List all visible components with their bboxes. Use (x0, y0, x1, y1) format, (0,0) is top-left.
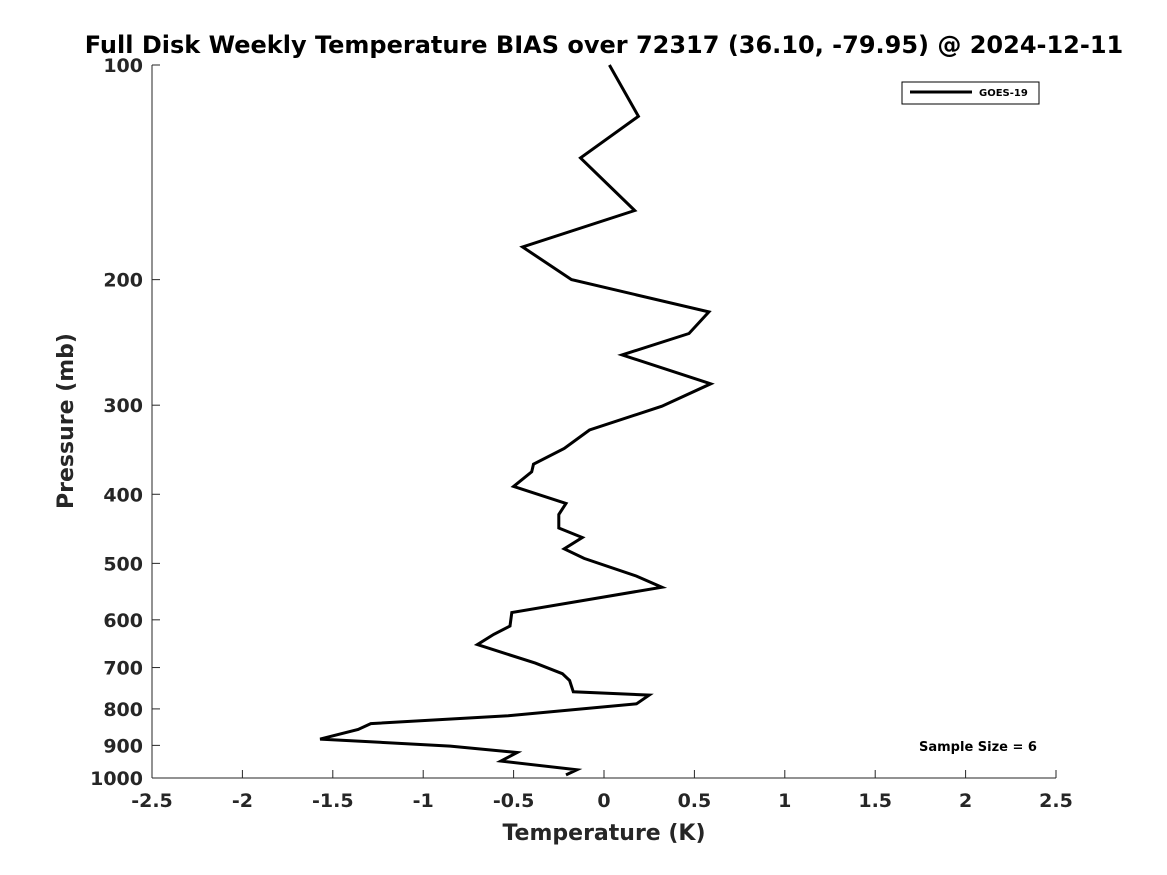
y-tick-label: 800 (103, 699, 143, 721)
y-tick-label: 500 (103, 553, 143, 575)
y-tick-label: 600 (103, 610, 143, 632)
legend: GOES-19 (901, 81, 1040, 105)
chart-title: Full Disk Weekly Temperature BIAS over 7… (85, 31, 1124, 59)
x-tick-label: -1 (413, 790, 434, 812)
y-tick-label: 400 (103, 484, 143, 506)
sample-size-annotation: Sample Size = 6 (919, 740, 1037, 755)
x-tick-label: 2.5 (1039, 790, 1073, 812)
x-tick-label: 1 (778, 790, 791, 812)
x-tick-label: -2.5 (131, 790, 173, 812)
series-layer (319, 64, 715, 777)
y-axis-ticks: 100 200 300 400 500 600 700 800 900 1000 (90, 55, 160, 790)
x-tick-label: -2 (232, 790, 253, 812)
y-tick-label: 700 (103, 658, 143, 680)
x-tick-label: 0.5 (678, 790, 712, 812)
x-tick-label: 1.5 (858, 790, 892, 812)
legend-label: GOES-19 (979, 88, 1028, 99)
y-tick-label: 300 (103, 395, 143, 417)
y-tick-label: 1000 (90, 768, 143, 790)
y-tick-label: 200 (103, 270, 143, 292)
plot-area (152, 65, 1056, 778)
series-line-goes-19 (319, 64, 715, 777)
y-tick-label: 900 (103, 735, 143, 757)
x-tick-label: 0 (597, 790, 610, 812)
x-axis-label: Temperature (K) (502, 821, 705, 846)
x-tick-label: -1.5 (312, 790, 354, 812)
y-tick-label: 100 (103, 55, 143, 77)
x-tick-label: -0.5 (493, 790, 535, 812)
y-axis-label: Pressure (mb) (54, 333, 79, 509)
x-tick-label: 2 (959, 790, 972, 812)
x-axis-ticks: -2.5 -2 -1.5 -1 -0.5 0 0.5 1 1.5 2 2.5 (131, 770, 1073, 812)
